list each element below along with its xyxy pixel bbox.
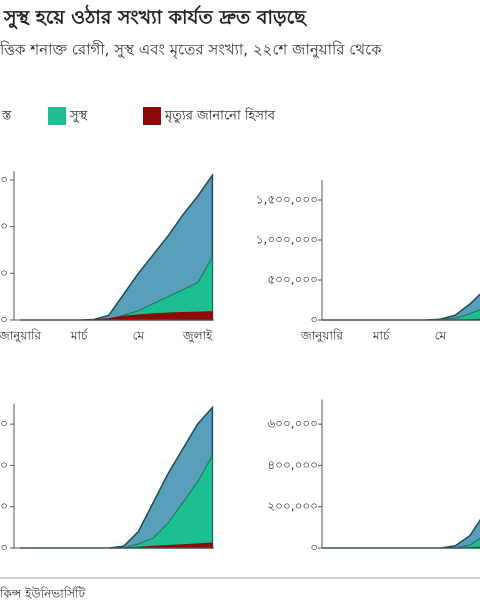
subtitle: ত্তিক শনাক্ত রোগী, সুস্থ এবং মৃতের সংখ্য… bbox=[0, 41, 382, 60]
x-tick-label: মে bbox=[435, 329, 447, 343]
x-tick-label: মার্চ bbox=[372, 329, 391, 343]
legend-swatch bbox=[143, 107, 161, 125]
y-tick-label: ২০০,০০০ bbox=[267, 499, 318, 513]
y-tick-label: ০ bbox=[0, 499, 8, 513]
y-tick-label: ০ bbox=[0, 172, 8, 186]
x-tick-label: মার্চ bbox=[70, 329, 89, 343]
y-tick-label: ৪০০,০০০ bbox=[267, 458, 318, 472]
area bbox=[322, 293, 480, 321]
y-tick-label: ৫০০,০০০ bbox=[267, 273, 318, 287]
area bbox=[322, 518, 480, 549]
legend-label: স্ত bbox=[1, 109, 12, 124]
x-tick-label: মে bbox=[133, 329, 145, 343]
legend-swatch bbox=[48, 107, 66, 125]
y-tick-label: ১,৫০০,০০০ bbox=[256, 193, 318, 207]
y-tick-label: ০ bbox=[310, 313, 318, 327]
x-tick-label: জানুয়ারি bbox=[300, 329, 343, 344]
source: কিন্স ইউনিভার্সিটি bbox=[0, 587, 85, 601]
y-tick-label: ০ bbox=[0, 458, 8, 472]
legend-label: সুস্থ bbox=[69, 109, 88, 124]
x-tick-label: জুলাই bbox=[182, 329, 213, 344]
y-tick-label: ০ bbox=[0, 219, 8, 233]
y-tick-label: ০ bbox=[0, 541, 8, 555]
y-tick-label: ০ bbox=[0, 313, 8, 327]
y-tick-label: ১,০০০,০০০ bbox=[256, 233, 318, 247]
y-tick-label: ০ bbox=[0, 266, 8, 280]
legend-label: মৃত্যুর জানানো হিসাব bbox=[164, 108, 276, 124]
y-tick-label: ৬০০,০০০ bbox=[267, 417, 318, 431]
y-tick-label: ০ bbox=[0, 417, 8, 431]
y-tick-label: ০ bbox=[310, 541, 318, 555]
title: সুস্থ হয়ে ওঠার সংখ্যা কার্যত দ্রুত বাড়… bbox=[3, 5, 307, 30]
x-tick-label: জানুয়ারি bbox=[0, 329, 41, 344]
